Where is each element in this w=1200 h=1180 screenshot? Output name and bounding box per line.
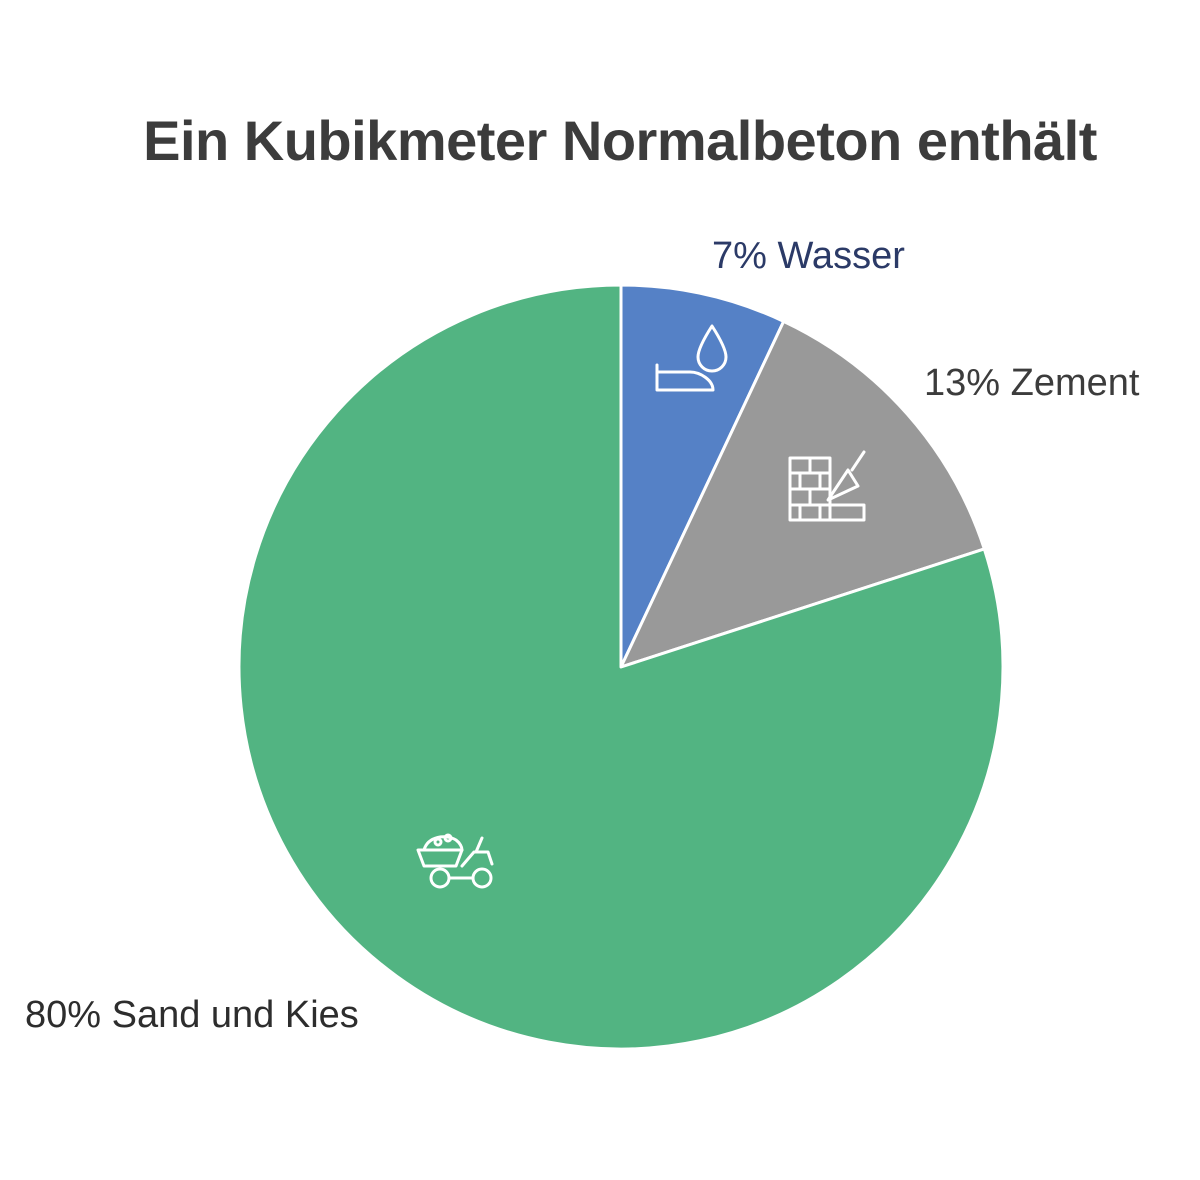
pie-slice-2 — [619, 319, 986, 669]
slice-label-3: 80% Sand und Kies — [25, 994, 359, 1036]
slice-label-2: 13% Zement — [924, 362, 1140, 404]
chart-title: Ein Kubikmeter Normalbeton enthält — [143, 109, 1097, 172]
slice-labels: 7% Wasser 13% Zement 80% Sand und Kies — [25, 235, 1140, 1036]
brick-wall-trowel-icon — [788, 450, 866, 522]
pie-slice-3 — [237, 283, 1005, 1051]
slice-label-1: 7% Wasser — [712, 235, 905, 277]
water-drop-hand-icon — [655, 324, 728, 392]
pie-slice-1 — [619, 283, 786, 669]
pie-slices — [237, 283, 1005, 1051]
wheelbarrow-icon — [416, 833, 494, 889]
